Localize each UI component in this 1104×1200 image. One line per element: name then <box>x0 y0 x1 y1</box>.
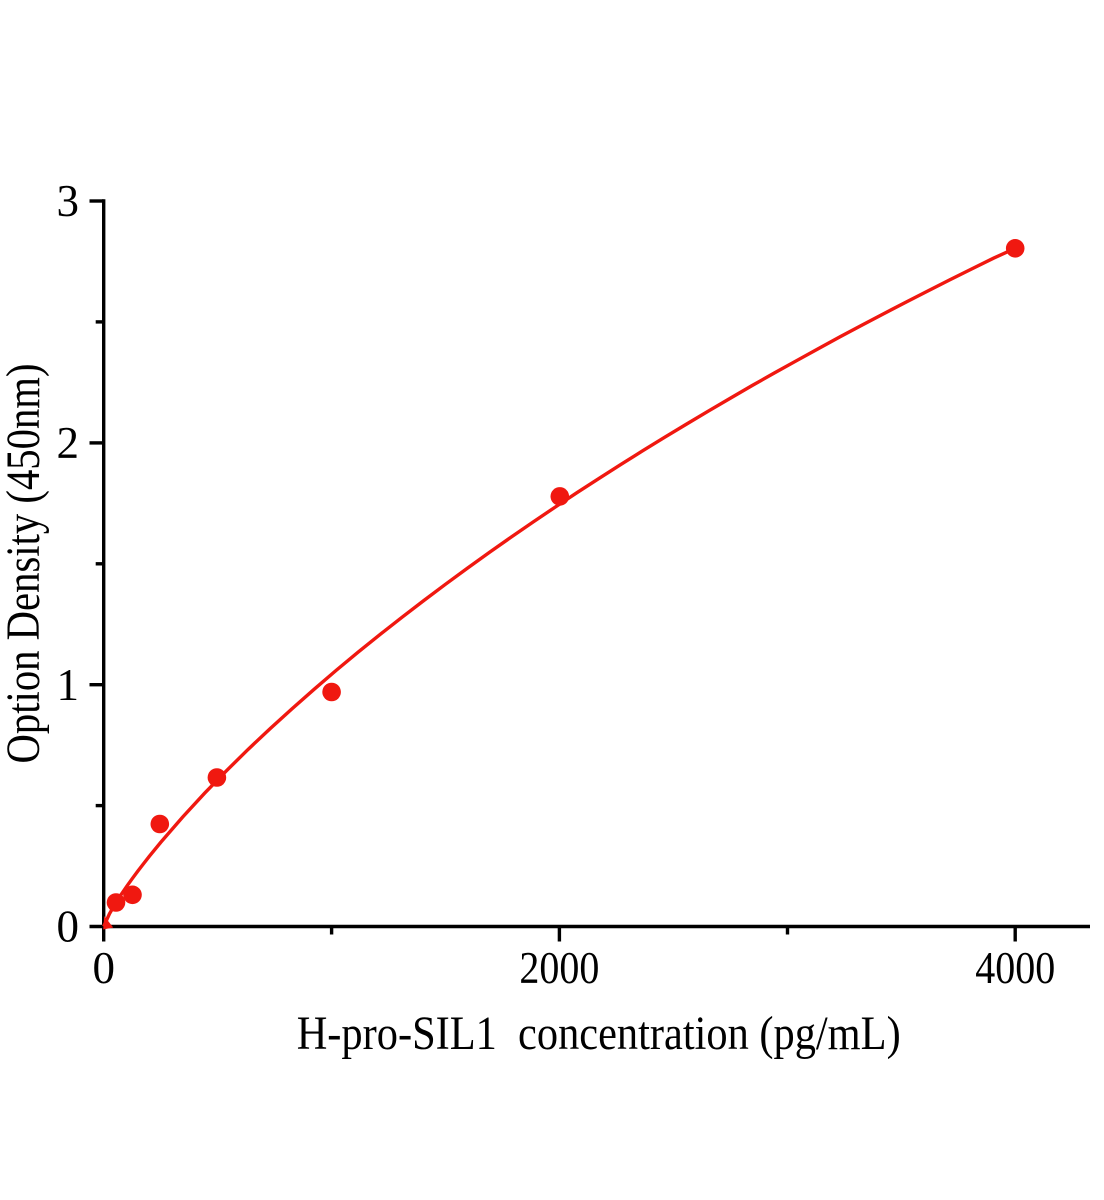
svg-text:0: 0 <box>57 902 80 952</box>
svg-text:3: 3 <box>57 176 80 226</box>
svg-text:1: 1 <box>57 660 80 710</box>
svg-text:0: 0 <box>92 943 115 993</box>
svg-text:2000: 2000 <box>519 943 599 993</box>
svg-text:H-pro-SIL1 concentration (pg/: H-pro-SIL1 concentration (pg/mL) <box>297 1007 901 1060</box>
svg-text:2: 2 <box>57 418 80 468</box>
svg-text:Option Density (450nm): Option Density (450nm) <box>0 364 50 764</box>
svg-text:4000: 4000 <box>975 943 1055 993</box>
